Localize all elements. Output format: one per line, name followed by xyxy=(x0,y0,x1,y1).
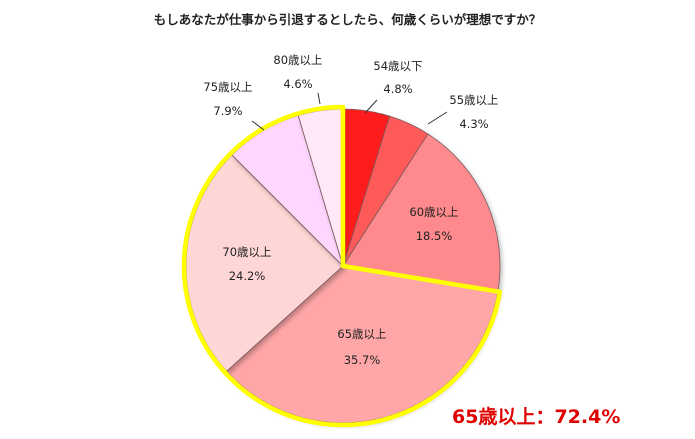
slice-value-label: 24.2% xyxy=(229,269,266,283)
slice-value-label: 4.3% xyxy=(459,117,488,131)
slice-value-label: 4.6% xyxy=(283,77,312,91)
pie-labels: 54歳以下 4.8% 55歳以上 4.3% 60歳以上 18.5% 65歳以上 35.7% 70… xyxy=(203,53,498,367)
pie-slice xyxy=(342,133,501,292)
slice-label: 55歳以上 xyxy=(449,93,498,107)
leader-line xyxy=(251,120,265,131)
leader-line xyxy=(317,92,321,105)
slice-label: 75歳以上 xyxy=(203,80,252,94)
pie-slices xyxy=(181,104,503,428)
slice-value-label: 35.7% xyxy=(344,353,381,367)
slice-value-label: 18.5% xyxy=(416,229,453,243)
highlight-annotation: 65歳以上：72.4% xyxy=(452,406,621,428)
slice-label: 80歳以上 xyxy=(273,53,322,67)
slice-label: 70歳以上 xyxy=(222,245,271,259)
leader-line xyxy=(364,99,378,114)
highlight-outline xyxy=(181,104,503,428)
slice-label: 65歳以上 xyxy=(337,327,386,341)
leader-line xyxy=(427,111,448,125)
chart-title: もしあなたが仕事から引退するとしたら、何歳くらいが理想ですか？ xyxy=(153,12,542,27)
slice-value-label: 4.8% xyxy=(383,82,412,96)
slice-value-label: 7.9% xyxy=(213,104,242,118)
slice-label: 60歳以上 xyxy=(409,205,458,219)
slice-label: 54歳以下 xyxy=(373,59,422,73)
